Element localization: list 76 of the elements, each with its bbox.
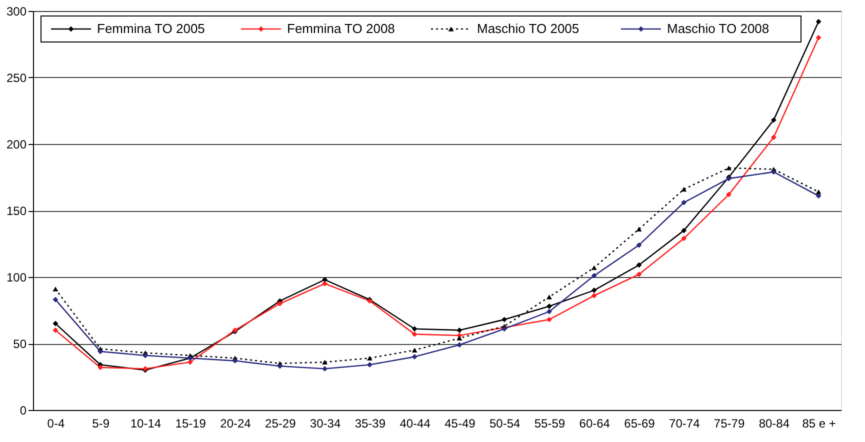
point: [591, 272, 597, 278]
point: [412, 326, 418, 332]
x-tick-label: 20-24: [220, 416, 252, 430]
y-tick-label: 300: [6, 4, 27, 18]
point: [681, 200, 687, 206]
y-tick-label: 100: [6, 270, 27, 284]
y-tick-label: 250: [6, 71, 27, 85]
point: [52, 296, 58, 302]
x-tick-label: 5-9: [92, 416, 110, 430]
point: [770, 134, 776, 140]
point: [412, 331, 418, 337]
legend-label: Maschio TO 2005: [477, 21, 580, 36]
point: [412, 348, 418, 353]
point: [546, 294, 552, 300]
x-tick-label: 35-39: [354, 416, 386, 430]
point: [277, 300, 283, 306]
point: [770, 169, 776, 175]
point: [277, 363, 283, 369]
x-tick-label: 75-79: [714, 416, 745, 430]
point: [591, 288, 597, 294]
point: [636, 226, 642, 232]
point: [636, 272, 642, 278]
point: [52, 286, 58, 292]
x-tick-label: 45-49: [444, 416, 476, 430]
x-tick-label: 10-14: [130, 416, 162, 430]
point: [52, 320, 58, 326]
x-tick-label: 50-54: [489, 416, 520, 430]
point: [232, 358, 238, 364]
point: [322, 360, 328, 364]
point: [98, 348, 104, 354]
point: [681, 236, 687, 242]
point: [816, 193, 822, 199]
x-tick-label: 80-84: [758, 416, 790, 430]
point: [546, 308, 552, 314]
y-tick-label: 0: [20, 404, 27, 418]
point: [366, 362, 372, 368]
point: [636, 242, 642, 248]
point: [322, 366, 328, 372]
x-tick-label: 15-19: [175, 416, 206, 430]
point: [591, 292, 597, 298]
point: [52, 327, 58, 333]
x-tick-label: 25-29: [265, 416, 296, 430]
x-tick-label: 55-59: [534, 416, 566, 430]
point: [546, 304, 552, 309]
y-tick-label: 50: [13, 337, 27, 351]
point: [770, 117, 776, 123]
point: [322, 276, 328, 282]
y-tick-label: 200: [6, 138, 27, 152]
y-tick-label: 150: [6, 204, 27, 218]
x-tick-label: 30-34: [310, 416, 341, 430]
point: [456, 336, 462, 341]
legend-label: Maschio TO 2008: [667, 21, 770, 36]
point: [816, 34, 822, 40]
x-tick-label: 65-69: [624, 416, 656, 430]
point: [456, 342, 462, 348]
point: [681, 186, 687, 192]
x-tick-label: 85 e +: [802, 416, 836, 430]
point: [322, 280, 328, 286]
legend-label: Femmina TO 2005: [97, 21, 205, 36]
legend-label: Femmina TO 2008: [287, 21, 395, 36]
x-tick-label: 70-74: [669, 416, 700, 430]
point: [681, 228, 687, 234]
point: [502, 316, 508, 322]
point: [366, 356, 372, 360]
point: [726, 166, 732, 170]
x-tick-label: 0-4: [47, 416, 65, 430]
point: [546, 316, 552, 322]
point: [142, 352, 148, 358]
point: [726, 192, 732, 198]
point: [456, 327, 462, 333]
point: [636, 262, 642, 268]
point: [412, 354, 418, 360]
x-tick-label: 40-44: [400, 416, 431, 430]
x-tick-label: 60-64: [579, 416, 610, 430]
point: [816, 18, 822, 24]
point: [591, 265, 597, 270]
